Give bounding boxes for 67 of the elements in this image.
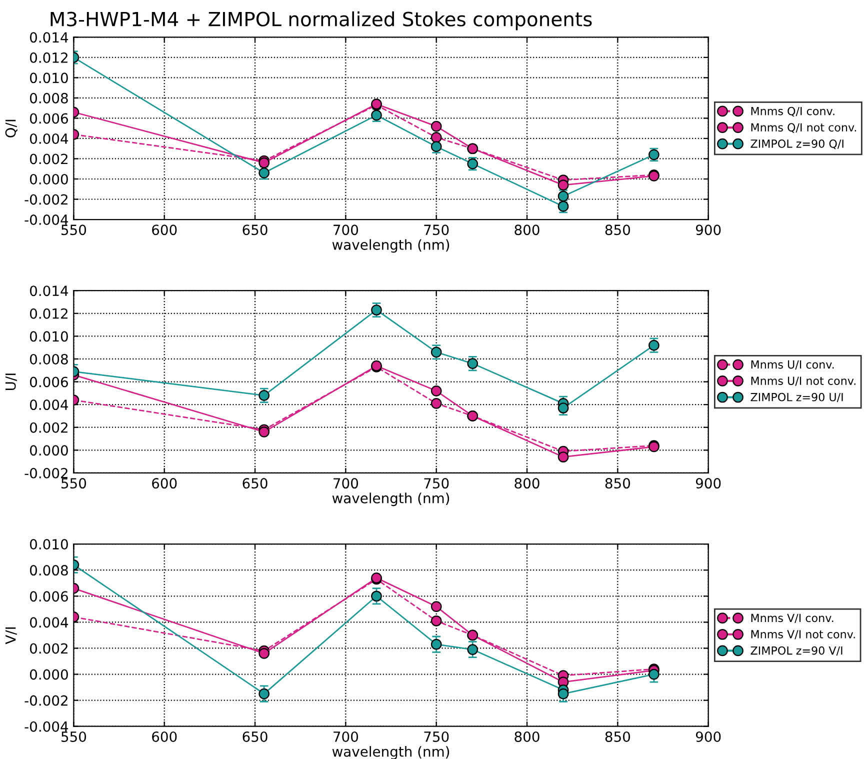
- x-tick-label: 800: [514, 478, 540, 489]
- legend-label: ZIMPOL z=90 V/I: [750, 646, 842, 656]
- y-tick-label: 0.002: [30, 154, 68, 164]
- y-tick-label: -0.002: [24, 194, 68, 205]
- y-tick-label: 0.012: [30, 308, 68, 319]
- y-tick-label: -0.004: [24, 214, 68, 225]
- x-tick-label: 750: [424, 731, 449, 742]
- legend-label: ZIMPOL z=90 U/I: [750, 392, 843, 402]
- y-tick-label: 0.010: [30, 72, 68, 84]
- y-tick-label: 0.000: [30, 669, 68, 680]
- y-tick-label: 0.006: [30, 376, 68, 388]
- chart-title: M3-HWP1-M4 + ZIMPOL normalized Stokes components: [50, 11, 592, 30]
- x-tick-label: 550: [62, 224, 86, 236]
- x-tick-label: 650: [242, 478, 268, 489]
- x-tick-label: 650: [242, 731, 268, 742]
- x-axis-title: wavelength (nm): [332, 492, 450, 506]
- y-tick-label: -0.004: [24, 721, 68, 732]
- x-tick-label: 850: [605, 731, 630, 742]
- legend-label: Mnms Q/I not conv.: [751, 123, 856, 133]
- legend-label: Mnms U/I not conv.: [751, 376, 856, 386]
- x-tick-label: 900: [696, 478, 721, 489]
- y-tick-label: 0.000: [30, 445, 68, 456]
- x-tick-label: 900: [696, 731, 721, 742]
- y-tick-label: 0.014: [30, 286, 68, 296]
- x-tick-label: 750: [424, 478, 449, 489]
- legend-label: Mnms U/I conv.: [751, 360, 834, 370]
- legend-label: Mnms Q/I conv.: [751, 106, 834, 117]
- x-tick-label: 600: [152, 731, 177, 742]
- y-tick-label: 0.004: [30, 133, 68, 144]
- x-tick-label: 700: [334, 731, 358, 742]
- x-tick-label: 650: [242, 224, 268, 236]
- x-tick-label: 550: [62, 478, 86, 489]
- y-tick-label: 0.010: [30, 539, 68, 550]
- y-tick-label: 0.008: [30, 565, 68, 576]
- x-tick-label: 600: [152, 224, 177, 236]
- x-axis-title: wavelength (nm): [332, 746, 450, 759]
- y-tick-label: 0.006: [30, 113, 68, 124]
- y-tick-label: 0.002: [30, 422, 68, 433]
- y-axis-title: U/I: [5, 374, 17, 390]
- legend-label: ZIMPOL z=90 Q/I: [750, 139, 844, 150]
- y-tick-label: 0.008: [30, 92, 68, 104]
- y-tick-label: 0.014: [30, 32, 68, 43]
- y-tick-label: 0.002: [30, 643, 68, 654]
- y-tick-label: 0.004: [30, 400, 68, 410]
- x-tick-label: 750: [424, 224, 449, 236]
- y-tick-label: -0.002: [24, 468, 68, 478]
- legend-label: Mnms V/I not conv.: [751, 630, 855, 640]
- legend-label: Mnms V/I conv.: [751, 614, 834, 623]
- y-tick-label: 0.008: [30, 354, 68, 364]
- x-tick-label: 850: [605, 478, 630, 489]
- y-axis-title: V/I: [5, 627, 17, 644]
- x-tick-label: 900: [696, 224, 721, 236]
- x-tick-label: 600: [152, 478, 177, 489]
- x-tick-label: 800: [514, 731, 540, 742]
- y-tick-label: 0.010: [30, 331, 68, 342]
- y-tick-label: 0.000: [30, 174, 68, 184]
- x-tick-label: 700: [334, 224, 358, 236]
- x-tick-label: 700: [334, 478, 358, 489]
- y-tick-label: 0.006: [30, 591, 68, 602]
- y-tick-label: 0.004: [30, 617, 68, 628]
- x-tick-label: 800: [514, 224, 540, 236]
- x-tick-label: 550: [62, 731, 86, 742]
- x-axis-title: wavelength (nm): [332, 239, 450, 253]
- y-tick-label: -0.002: [24, 695, 68, 706]
- y-tick-label: 0.012: [30, 52, 68, 63]
- x-tick-label: 850: [605, 224, 630, 236]
- y-axis-title: Q/I: [5, 120, 18, 138]
